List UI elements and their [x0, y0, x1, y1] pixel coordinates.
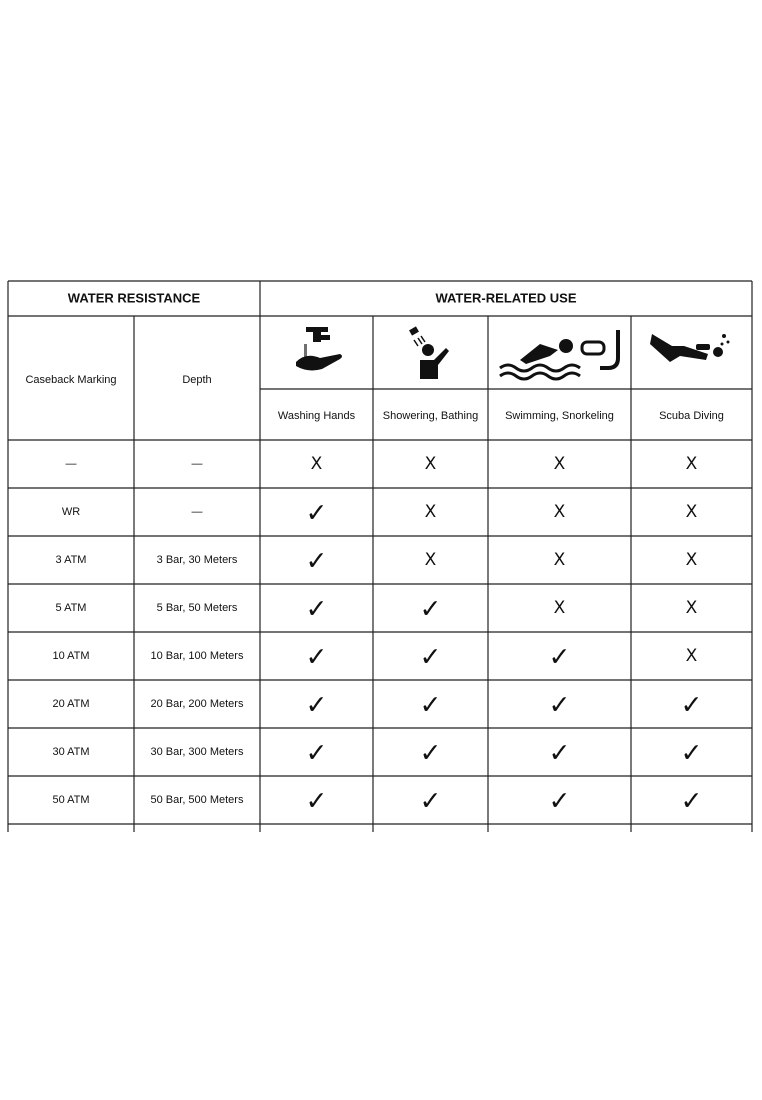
use-mark: X	[554, 502, 566, 522]
cell-text: 10 ATM	[52, 650, 89, 662]
cell-text: —	[192, 506, 203, 518]
use-mark: ✓	[306, 739, 328, 769]
use-mark: X	[686, 502, 698, 522]
use-mark: X	[425, 502, 437, 522]
use-mark: ✓	[306, 547, 328, 577]
icon-washing	[296, 327, 342, 371]
use-mark: ✓	[681, 739, 703, 769]
cell-text: —	[66, 458, 77, 470]
cell-text: 20 Bar, 200 Meters	[151, 698, 244, 710]
cell-text: —	[192, 458, 203, 470]
cell-text: 50 ATM	[52, 794, 89, 806]
use-mark: X	[686, 454, 698, 474]
use-mark: ✓	[306, 691, 328, 721]
use-mark: ✓	[681, 787, 703, 817]
column-header: Scuba Diving	[659, 410, 724, 422]
use-mark: ✓	[420, 643, 442, 673]
use-mark: ✓	[420, 787, 442, 817]
cell-text: 30 Bar, 300 Meters	[151, 746, 244, 758]
use-mark: ✓	[420, 739, 442, 769]
use-mark: ✓	[681, 691, 703, 721]
use-mark: X	[554, 454, 566, 474]
use-mark: ✓	[549, 691, 571, 721]
table-frame	[7, 280, 753, 832]
use-mark: ✓	[420, 595, 442, 625]
use-mark: ✓	[306, 499, 328, 529]
group-header: WATER-RELATED USE	[435, 290, 576, 305]
icon-swimming	[499, 330, 620, 381]
use-mark: X	[686, 550, 698, 570]
column-header: Showering, Bathing	[383, 410, 478, 422]
use-mark: X	[554, 598, 566, 618]
cell-text: WR	[62, 506, 80, 518]
use-mark: X	[686, 646, 698, 666]
use-mark: X	[425, 454, 437, 474]
cell-text: 20 ATM	[52, 698, 89, 710]
use-mark: X	[686, 598, 698, 618]
column-header: Swimming, Snorkeling	[505, 410, 614, 422]
use-mark: ✓	[549, 643, 571, 673]
column-header: Washing Hands	[278, 410, 356, 422]
group-header: WATER RESISTANCE	[68, 290, 201, 305]
cell-text: 5 Bar, 50 Meters	[157, 602, 238, 614]
cell-text: 3 Bar, 30 Meters	[157, 554, 238, 566]
use-mark: ✓	[306, 643, 328, 673]
use-mark: X	[425, 550, 437, 570]
use-mark: X	[554, 550, 566, 570]
use-mark: ✓	[306, 787, 328, 817]
cell-text: 10 Bar, 100 Meters	[151, 650, 244, 662]
icon-shower	[409, 326, 449, 379]
cell-text: 30 ATM	[52, 746, 89, 758]
column-header: Caseback Marking	[25, 374, 116, 386]
use-mark: X	[311, 454, 323, 474]
cell-text: 5 ATM	[56, 602, 87, 614]
use-mark: ✓	[306, 595, 328, 625]
column-header: Depth	[182, 374, 211, 386]
use-mark: ✓	[420, 691, 442, 721]
use-mark: ✓	[549, 739, 571, 769]
icon-scuba	[650, 334, 730, 362]
use-mark: ✓	[549, 787, 571, 817]
cell-text: 50 Bar, 500 Meters	[151, 794, 244, 806]
cell-text: 3 ATM	[56, 554, 87, 566]
